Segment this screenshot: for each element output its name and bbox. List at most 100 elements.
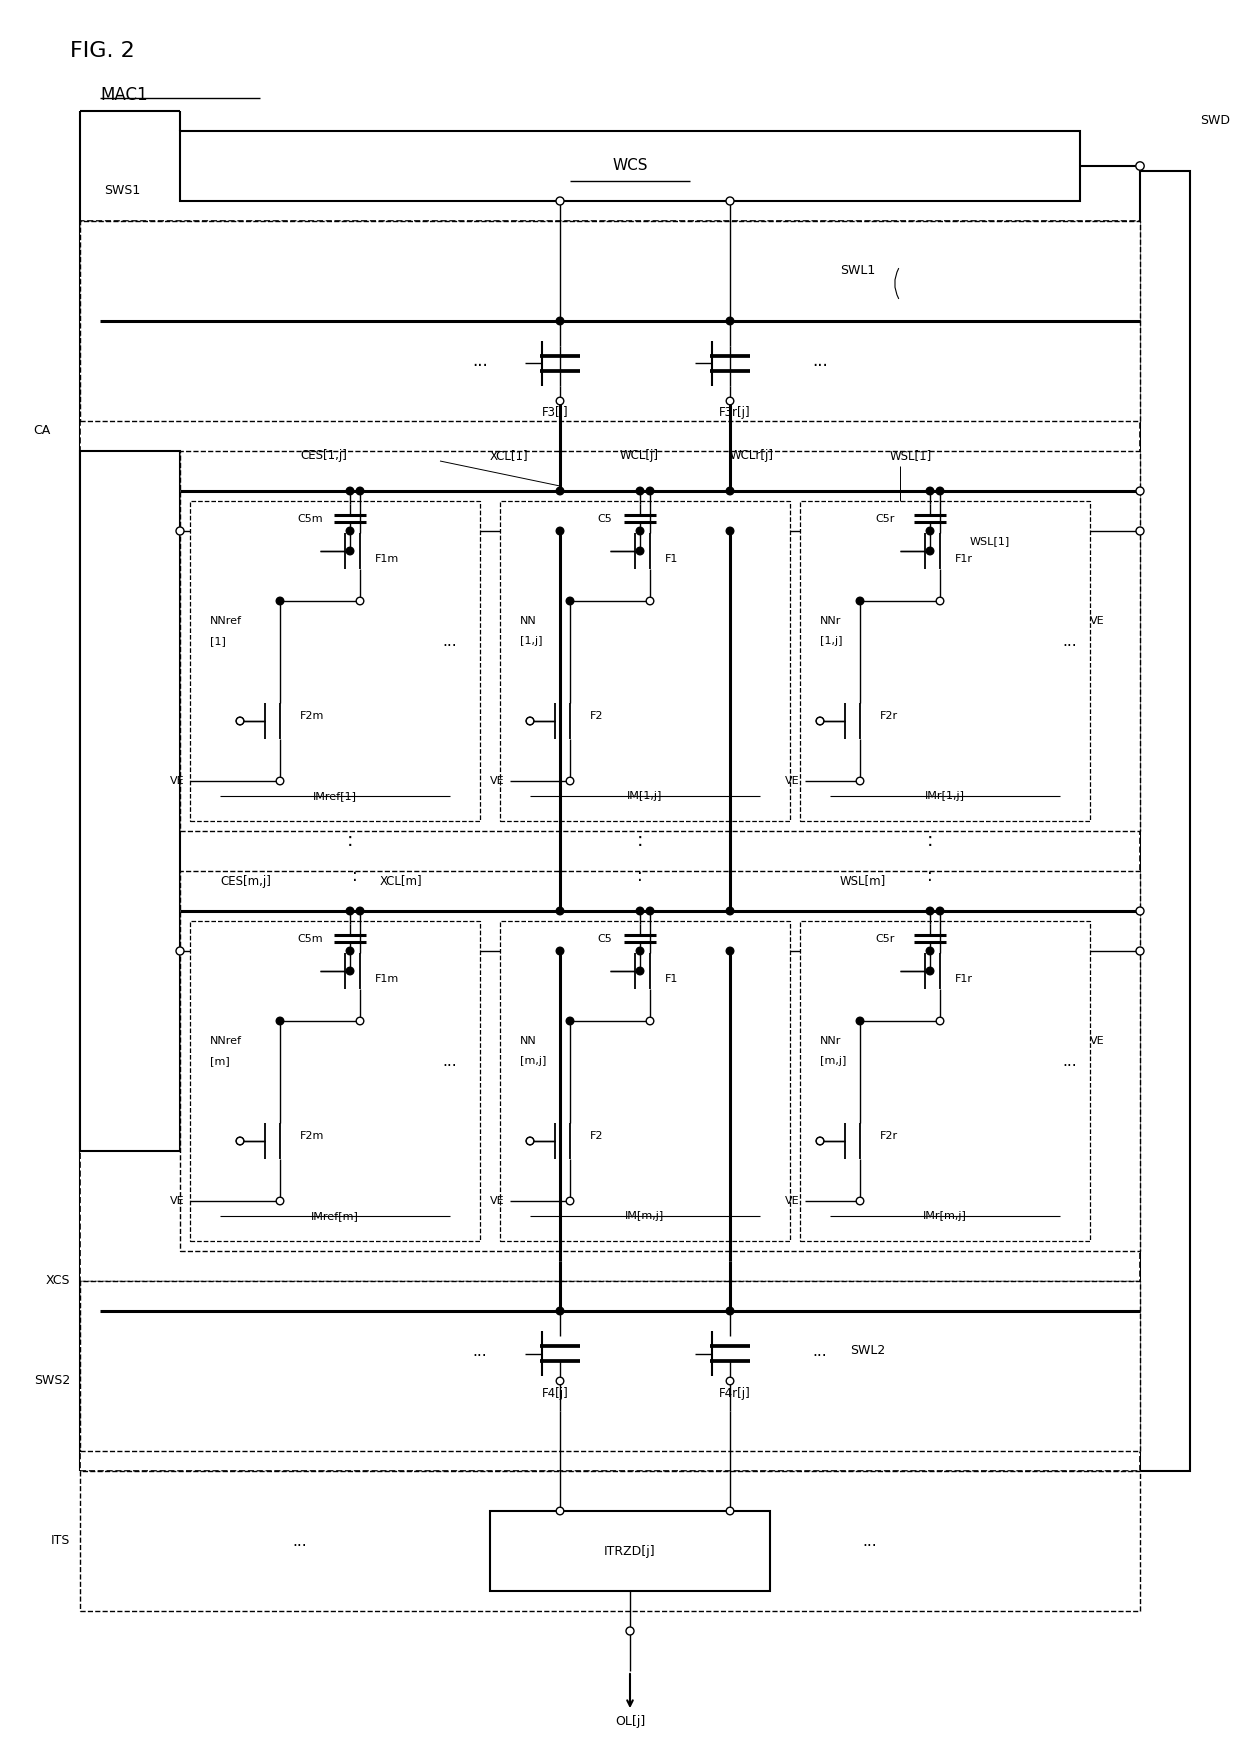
Text: F1r: F1r — [955, 974, 973, 984]
Circle shape — [356, 597, 363, 604]
Bar — [180, 131, 1080, 201]
Circle shape — [646, 597, 653, 604]
Circle shape — [236, 1136, 244, 1145]
Text: F1m: F1m — [374, 974, 399, 984]
Circle shape — [346, 487, 353, 496]
Circle shape — [727, 1308, 734, 1315]
Circle shape — [646, 487, 653, 496]
Circle shape — [176, 527, 184, 536]
Bar — [81, 1471, 1140, 1611]
Text: C5m: C5m — [298, 933, 322, 944]
Bar — [81, 452, 180, 1150]
Circle shape — [727, 1508, 734, 1515]
Bar — [490, 1511, 770, 1592]
Text: [m,j]: [m,j] — [820, 1056, 847, 1066]
Bar — [800, 501, 1090, 821]
Circle shape — [557, 947, 564, 954]
Circle shape — [926, 947, 934, 954]
Circle shape — [567, 777, 574, 784]
Circle shape — [346, 947, 353, 954]
Text: :: : — [347, 832, 353, 851]
Text: SWS2: SWS2 — [33, 1375, 69, 1387]
Text: F2: F2 — [590, 1131, 604, 1142]
Circle shape — [936, 597, 944, 604]
Circle shape — [236, 1136, 244, 1145]
Text: ...: ... — [443, 634, 458, 648]
Text: C5r: C5r — [875, 933, 895, 944]
Text: F2m: F2m — [300, 711, 325, 721]
Circle shape — [567, 1198, 574, 1205]
Circle shape — [557, 1308, 564, 1315]
Circle shape — [557, 317, 564, 324]
Text: C5: C5 — [598, 933, 613, 944]
Circle shape — [936, 1017, 944, 1024]
Text: VE: VE — [785, 776, 800, 786]
Bar — [1140, 172, 1190, 1471]
Text: F2m: F2m — [300, 1131, 325, 1142]
Text: VE: VE — [1090, 616, 1105, 627]
Text: IMr[1,j]: IMr[1,j] — [925, 791, 965, 800]
Text: F3[j]: F3[j] — [542, 406, 568, 420]
Circle shape — [277, 777, 284, 784]
Text: ...: ... — [1063, 1054, 1078, 1068]
Circle shape — [346, 907, 353, 914]
Circle shape — [567, 1017, 574, 1024]
Circle shape — [926, 487, 934, 496]
Text: VE: VE — [490, 776, 505, 786]
Text: ...: ... — [812, 352, 828, 369]
Text: :: : — [637, 832, 644, 851]
Text: VE: VE — [1090, 1037, 1105, 1045]
Text: VE: VE — [490, 1196, 505, 1206]
Circle shape — [646, 1017, 653, 1024]
Circle shape — [1136, 907, 1145, 916]
Circle shape — [236, 718, 244, 725]
Circle shape — [346, 527, 353, 534]
Text: ...: ... — [443, 1054, 458, 1068]
Circle shape — [626, 1627, 634, 1635]
Text: [1,j]: [1,j] — [520, 636, 543, 646]
Text: NN: NN — [520, 616, 537, 627]
Text: C5m: C5m — [298, 515, 322, 524]
Circle shape — [636, 947, 644, 954]
Circle shape — [636, 907, 644, 914]
Text: :: : — [637, 867, 642, 884]
Text: NNr: NNr — [820, 1037, 842, 1045]
Circle shape — [725, 198, 734, 205]
Text: CES[1,j]: CES[1,j] — [300, 450, 347, 462]
Circle shape — [816, 718, 823, 725]
Bar — [500, 501, 790, 821]
Text: IMref[m]: IMref[m] — [311, 1212, 358, 1220]
Text: F1r: F1r — [955, 553, 973, 564]
Circle shape — [816, 718, 823, 725]
Text: C5r: C5r — [875, 515, 895, 524]
Bar — [180, 870, 1140, 1250]
Text: ITRZD[j]: ITRZD[j] — [604, 1544, 656, 1557]
Text: F4r[j]: F4r[j] — [719, 1387, 751, 1399]
Text: IMr[m,j]: IMr[m,j] — [923, 1212, 967, 1220]
Circle shape — [727, 397, 734, 404]
Circle shape — [356, 907, 363, 914]
Circle shape — [1136, 527, 1145, 536]
Text: NN: NN — [520, 1037, 537, 1045]
Text: NNref: NNref — [210, 1037, 242, 1045]
Circle shape — [926, 907, 934, 914]
Text: F3r[j]: F3r[j] — [719, 406, 750, 420]
Text: FIG. 2: FIG. 2 — [69, 40, 135, 61]
Text: F2r: F2r — [880, 711, 898, 721]
Text: ...: ... — [863, 1534, 878, 1548]
Text: XCL[1]: XCL[1] — [490, 450, 528, 462]
Circle shape — [277, 1017, 284, 1024]
Circle shape — [557, 1508, 564, 1515]
Circle shape — [727, 527, 734, 534]
Circle shape — [936, 907, 944, 914]
Text: WSL[1]: WSL[1] — [970, 536, 1011, 546]
Text: F1: F1 — [665, 553, 678, 564]
Circle shape — [926, 527, 934, 534]
Bar — [800, 921, 1090, 1241]
Text: VE: VE — [785, 1196, 800, 1206]
Circle shape — [646, 907, 653, 914]
Circle shape — [346, 548, 353, 555]
Circle shape — [1136, 161, 1145, 170]
Circle shape — [856, 777, 864, 784]
Circle shape — [557, 1378, 564, 1385]
